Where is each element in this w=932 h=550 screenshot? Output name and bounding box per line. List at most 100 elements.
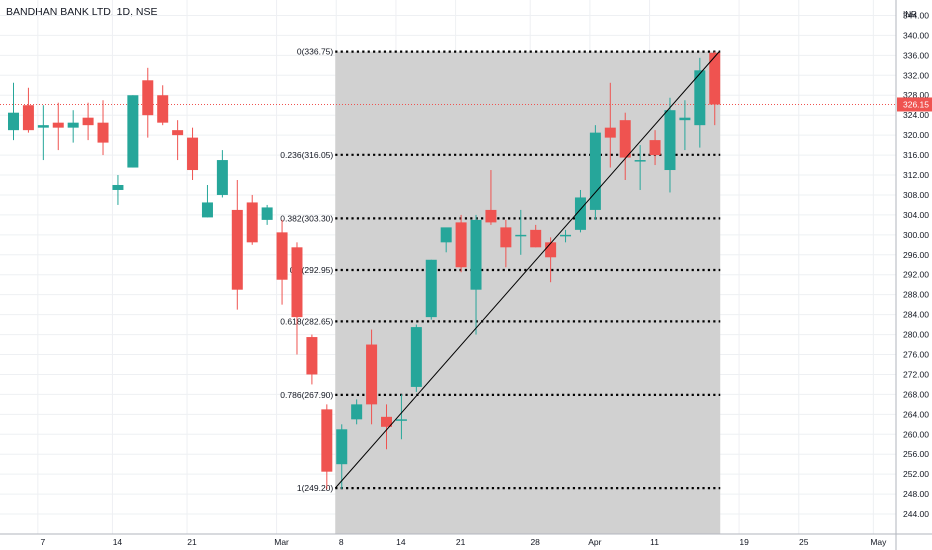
time-axis[interactable]: 7 14 21 Mar 8 14 21 28 Apr 11 19 25 May <box>0 533 932 547</box>
price-tick-label: 340.00 <box>903 30 929 40</box>
candle <box>216 150 228 198</box>
candle-body <box>52 122 64 128</box>
price-tick-label: 332.00 <box>903 70 929 80</box>
price-tick-label: 316.00 <box>903 150 929 160</box>
time-tick-label: 25 <box>799 537 809 547</box>
candle-body <box>37 125 49 128</box>
fib-level-label: 0.236(316.05) <box>280 150 333 160</box>
candle <box>381 404 392 450</box>
fib-level-label: 0.5(292.95) <box>290 265 334 275</box>
candle-body <box>246 202 258 243</box>
candle <box>22 87 34 133</box>
candle-body <box>261 207 273 220</box>
candle <box>246 194 258 245</box>
candle-body <box>440 227 452 243</box>
candle-body <box>216 160 228 195</box>
candle-body <box>82 117 94 126</box>
candle <box>515 209 527 255</box>
candle <box>589 125 601 220</box>
price-tick-label: 244.00 <box>903 509 929 519</box>
candle-body <box>276 232 288 280</box>
candle <box>709 51 721 126</box>
candle-body <box>97 122 109 143</box>
candle-body <box>291 247 303 318</box>
trend-line-segment[interactable] <box>334 51 720 489</box>
time-tick-label: 21 <box>456 537 466 547</box>
price-tick-label: 336.00 <box>903 50 929 60</box>
price-tick-label: 320.00 <box>903 130 929 140</box>
candle-body <box>306 337 318 375</box>
time-tick-label: 14 <box>396 537 406 547</box>
candle <box>82 102 94 141</box>
candle <box>261 204 273 225</box>
candle-body <box>67 122 79 128</box>
candle <box>664 97 676 193</box>
candle <box>37 105 49 161</box>
candle-body <box>410 327 422 387</box>
price-tick-label: 344.00 <box>903 10 929 20</box>
candle <box>485 170 497 225</box>
price-tick-label: 260.00 <box>903 429 929 439</box>
candle-body <box>142 80 154 116</box>
candle-body <box>470 219 482 290</box>
trend-line[interactable] <box>334 51 720 489</box>
time-tick-label: 7 <box>40 537 45 547</box>
candle <box>560 229 572 243</box>
candle-body <box>560 234 572 237</box>
price-tick-label: 304.00 <box>903 210 929 220</box>
price-tick-label: 248.00 <box>903 489 929 499</box>
candle-body <box>664 110 676 171</box>
candle-body <box>22 105 34 131</box>
candle <box>649 130 661 166</box>
candle-body <box>172 130 184 136</box>
candle-body <box>500 227 512 248</box>
candle-body <box>231 209 243 290</box>
candle <box>291 242 303 355</box>
price-tick-label: 272.00 <box>903 369 929 379</box>
candle <box>440 227 452 253</box>
time-tick-label: May <box>870 537 887 547</box>
price-tick-label: 296.00 <box>903 250 929 260</box>
price-tick-label: 328.00 <box>903 90 929 100</box>
candle-body <box>201 202 213 218</box>
price-tick-label: 264.00 <box>903 409 929 419</box>
price-tick-label: 324.00 <box>903 110 929 120</box>
candle <box>694 57 706 148</box>
candle <box>500 219 512 268</box>
candle-body <box>515 234 527 237</box>
price-tick-label: 312.00 <box>903 170 929 180</box>
current-price-value: 326.15 <box>903 100 929 110</box>
price-axis[interactable]: INR 244.00 248.00 252.00 256.00 260.00 264.00… <box>895 0 932 550</box>
candle <box>351 399 363 425</box>
time-tick-label: 21 <box>187 537 197 547</box>
candle <box>574 189 586 233</box>
fib-level-label: 0.786(267.90) <box>280 390 333 400</box>
candle-body <box>589 132 601 210</box>
candle <box>634 145 646 190</box>
candle <box>619 112 631 181</box>
candle-body <box>694 70 706 126</box>
time-tick-label: 14 <box>113 537 123 547</box>
price-tick-label: 300.00 <box>903 230 929 240</box>
price-tick-label: 252.00 <box>903 469 929 479</box>
candle <box>142 67 154 138</box>
candle-body <box>425 259 437 318</box>
candle <box>366 329 378 425</box>
candle <box>8 82 19 141</box>
candle <box>604 82 616 168</box>
candle-body <box>351 404 363 420</box>
candle <box>187 127 199 181</box>
candle-body <box>634 160 646 162</box>
candle <box>201 184 213 218</box>
price-tick-label: 276.00 <box>903 350 929 360</box>
fib-level-label: 0(336.75) <box>297 47 334 57</box>
price-tick-label: 268.00 <box>903 389 929 399</box>
fib-levels[interactable]: 0(336.75) 0.236(316.05) 0.382(303.30) 0.5(2… <box>280 47 721 494</box>
price-tick-label: 284.00 <box>903 310 929 320</box>
candle-body <box>619 120 631 158</box>
candle <box>127 95 139 168</box>
candle <box>52 102 64 151</box>
candle <box>336 424 348 490</box>
price-tick-label: 280.00 <box>903 330 929 340</box>
